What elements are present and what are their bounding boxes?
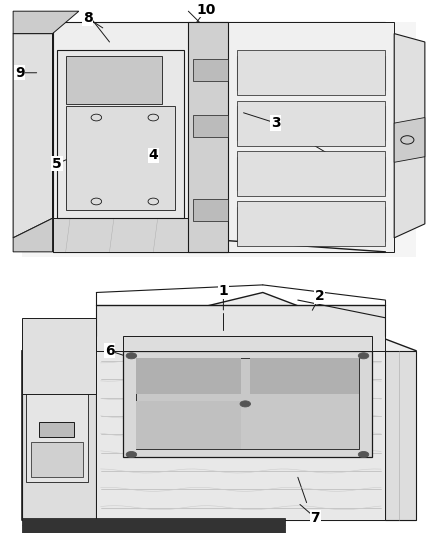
Circle shape [358,353,369,359]
Polygon shape [123,351,372,457]
Polygon shape [228,22,394,252]
Circle shape [358,451,369,457]
Polygon shape [53,22,385,252]
Text: 1: 1 [219,284,228,298]
Polygon shape [193,199,228,221]
Polygon shape [394,34,425,238]
Polygon shape [188,22,228,252]
Polygon shape [136,358,241,394]
Circle shape [126,353,137,359]
Circle shape [126,451,137,457]
Polygon shape [193,59,228,81]
Text: 5: 5 [52,157,62,171]
Polygon shape [13,11,79,34]
Text: 2: 2 [315,289,325,303]
Text: 4: 4 [148,148,158,163]
Polygon shape [237,201,385,246]
Text: 8: 8 [83,11,92,25]
Polygon shape [31,442,83,478]
Polygon shape [13,34,53,238]
Polygon shape [385,351,416,520]
Circle shape [240,401,251,407]
Polygon shape [250,358,359,394]
Text: 10: 10 [196,3,215,17]
Polygon shape [123,336,372,351]
Polygon shape [53,219,385,252]
Polygon shape [26,381,88,482]
Polygon shape [39,422,74,437]
Text: 3: 3 [271,116,281,130]
Polygon shape [136,358,359,449]
Polygon shape [96,305,385,351]
Polygon shape [237,151,385,196]
Polygon shape [66,106,175,210]
Text: 7: 7 [311,511,320,525]
Polygon shape [237,50,385,95]
Text: 6: 6 [105,344,114,358]
Polygon shape [57,50,184,219]
Polygon shape [22,518,285,533]
Polygon shape [237,101,385,146]
Polygon shape [136,401,241,449]
Polygon shape [22,351,96,520]
Polygon shape [22,318,96,394]
Polygon shape [96,351,385,520]
Polygon shape [394,118,425,162]
Text: 9: 9 [15,66,25,80]
Polygon shape [22,22,416,257]
Polygon shape [13,219,53,252]
Polygon shape [22,293,416,520]
Polygon shape [66,56,162,103]
Polygon shape [193,115,228,137]
